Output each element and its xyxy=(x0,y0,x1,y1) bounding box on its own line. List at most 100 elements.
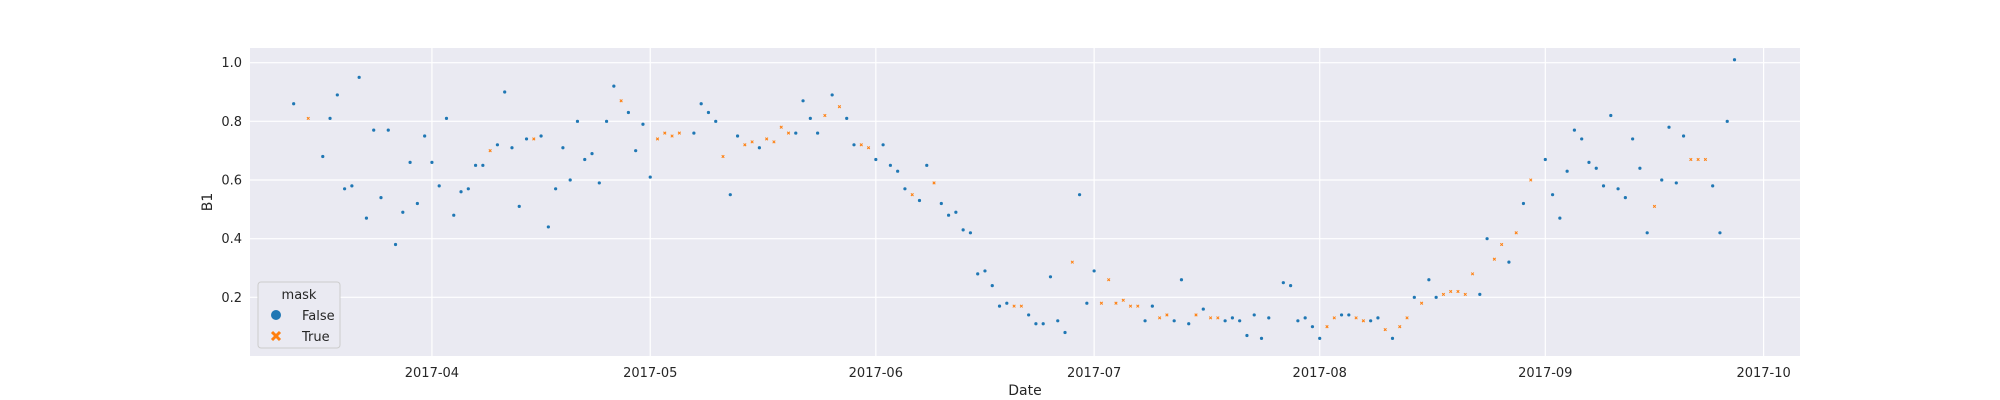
data-point-false xyxy=(568,178,572,182)
x-tick-label: 2017-10 xyxy=(1736,366,1790,381)
data-point-true xyxy=(306,116,310,121)
data-point-false xyxy=(1725,119,1729,123)
data-point-false xyxy=(845,116,849,120)
data-point-false xyxy=(364,216,369,220)
data-point-false xyxy=(495,143,500,147)
data-point-true xyxy=(1463,292,1467,297)
data-point-false xyxy=(626,110,631,115)
data-point-false xyxy=(917,198,922,203)
data-point-true xyxy=(765,137,769,141)
data-point-false xyxy=(692,131,696,135)
data-point-false xyxy=(1645,231,1649,235)
data-point-true xyxy=(1114,301,1118,305)
data-point-false xyxy=(794,131,798,135)
data-point-false xyxy=(1223,319,1227,323)
data-point-true xyxy=(1325,325,1329,329)
data-point-true xyxy=(655,137,660,141)
data-point-false xyxy=(1339,313,1344,317)
data-point-true xyxy=(1499,242,1504,247)
data-point-false xyxy=(1048,275,1053,279)
data-point-false xyxy=(925,163,929,167)
data-point-true xyxy=(1383,327,1387,332)
data-point-false xyxy=(634,149,638,153)
legend: mask False True xyxy=(257,281,341,349)
data-point-false xyxy=(539,134,543,138)
data-point-false xyxy=(1587,160,1591,164)
data-point-false xyxy=(997,304,1002,308)
data-point-true xyxy=(1652,204,1657,209)
data-point-false xyxy=(1201,307,1205,311)
data-point-false xyxy=(1543,157,1547,162)
data-point-false xyxy=(321,154,325,159)
data-point-true xyxy=(1157,316,1162,320)
data-point-true xyxy=(1128,304,1133,308)
y-tick-label: 1.0 xyxy=(221,56,242,71)
data-point-false xyxy=(939,201,943,206)
data-point-true xyxy=(1529,178,1533,182)
x-tick-label: 2017-04 xyxy=(405,366,459,381)
data-point-true xyxy=(1514,231,1518,235)
data-point-false xyxy=(335,93,339,97)
data-point-true xyxy=(677,131,681,135)
data-point-false xyxy=(1623,196,1627,200)
x-axis-label: Date xyxy=(1008,383,1041,399)
data-point-false xyxy=(546,225,550,229)
data-point-false xyxy=(503,90,507,94)
data-point-false xyxy=(604,119,609,123)
data-point-true xyxy=(721,154,725,159)
data-point-true xyxy=(1419,301,1424,305)
data-point-true xyxy=(779,125,783,129)
data-point-true xyxy=(1354,316,1358,320)
data-point-false xyxy=(423,134,427,138)
data-point-false xyxy=(386,128,390,132)
data-point-false xyxy=(1318,336,1322,340)
data-point-false xyxy=(1638,166,1642,170)
data-point-true xyxy=(786,131,791,135)
data-point-false xyxy=(1558,216,1562,220)
data-point-true xyxy=(1441,292,1446,297)
data-point-false xyxy=(1296,319,1300,323)
data-point-true xyxy=(823,113,827,118)
data-point-true xyxy=(1332,316,1336,320)
data-point-false xyxy=(1085,301,1089,305)
data-point-true xyxy=(1492,257,1497,261)
data-point-false xyxy=(1041,322,1045,326)
data-point-true xyxy=(488,149,492,153)
data-point-false xyxy=(1077,193,1082,197)
data-point-false xyxy=(1187,322,1191,326)
data-point-false xyxy=(1179,278,1184,282)
data-point-true xyxy=(1456,289,1460,294)
data-point-true xyxy=(1398,325,1402,329)
data-point-false xyxy=(1427,278,1431,282)
data-point-false xyxy=(881,143,885,147)
data-point-true xyxy=(772,140,776,144)
data-point-true xyxy=(1361,319,1366,323)
data-point-true xyxy=(1449,289,1453,294)
data-point-false xyxy=(714,119,718,123)
data-point-false xyxy=(801,99,805,103)
data-point-false xyxy=(757,146,761,150)
data-point-true xyxy=(1099,301,1104,305)
data-point-false xyxy=(830,93,834,97)
data-point-false xyxy=(1347,313,1351,317)
data-point-false xyxy=(1550,193,1555,197)
data-point-false xyxy=(1594,166,1598,170)
data-point-true xyxy=(1689,157,1693,162)
data-point-false xyxy=(1674,181,1678,185)
data-point-false xyxy=(1485,237,1489,241)
data-point-false xyxy=(415,201,419,206)
data-point-false xyxy=(976,272,980,276)
data-point-false xyxy=(990,284,994,288)
data-point-false xyxy=(1660,178,1664,182)
data-point-false xyxy=(1034,322,1038,326)
data-point-true xyxy=(532,137,536,141)
data-point-false xyxy=(466,187,470,191)
plot-background xyxy=(250,48,1800,356)
data-point-false xyxy=(517,204,521,208)
data-point-false xyxy=(1369,319,1373,323)
data-point-true xyxy=(1012,304,1016,308)
data-point-true xyxy=(1194,313,1198,317)
x-tick-label: 2017-07 xyxy=(1067,366,1121,381)
data-point-true xyxy=(859,143,863,147)
data-point-true xyxy=(750,140,754,144)
